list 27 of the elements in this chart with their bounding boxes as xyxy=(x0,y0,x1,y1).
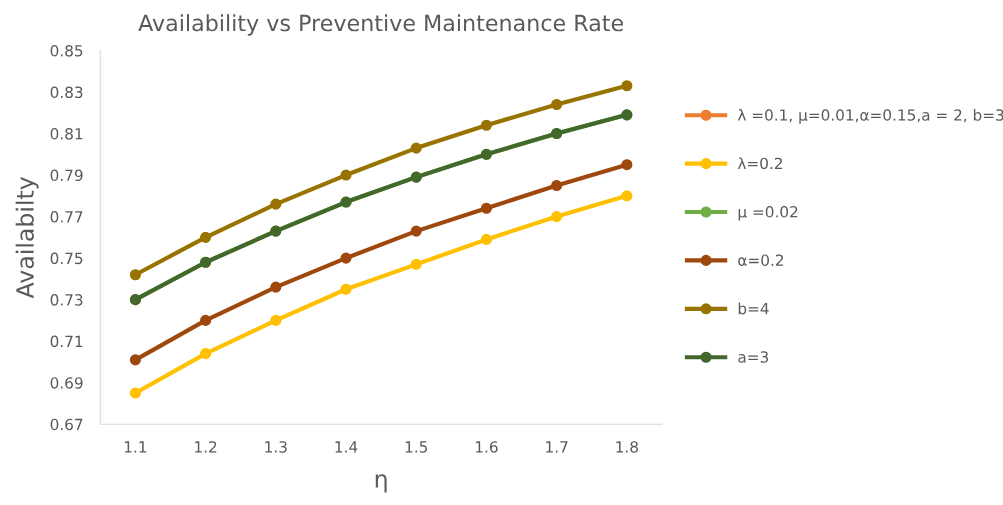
y-tick-label: 0.69 xyxy=(50,377,83,389)
y-tick-label: 0.85 xyxy=(50,44,83,57)
x-tick-label: 1.2 xyxy=(195,441,217,453)
x-tick-label: 1.5 xyxy=(405,441,428,453)
y-tick-label: 0.73 xyxy=(50,294,83,306)
y-axis-title: Availabilty xyxy=(15,176,39,299)
x-tick-label: 1.4 xyxy=(335,441,358,453)
x-tick-label: 1.1 xyxy=(124,441,147,453)
y-tick-label: 0.81 xyxy=(50,128,83,140)
x-tick-label: 1.8 xyxy=(616,441,638,453)
legend-label: λ =0.1, μ=0.01,α=0.15,a = 2, b=3 xyxy=(737,108,1003,124)
chart-title: Availability vs Preventive Maintenance Rate xyxy=(138,14,623,36)
x-tick-label: 1.6 xyxy=(475,441,498,453)
y-tick-label: 0.75 xyxy=(50,252,83,265)
y-tick-label: 0.77 xyxy=(50,211,83,223)
legend-label: b=4 xyxy=(738,302,769,315)
x-tick-label: 1.3 xyxy=(265,441,287,453)
legend-label: λ=0.2 xyxy=(737,157,782,170)
y-tick-label: 0.71 xyxy=(50,335,83,348)
legend-label: μ =0.02 xyxy=(738,206,798,221)
y-tick-label: 0.83 xyxy=(50,86,83,99)
y-tick-label: 0.67 xyxy=(50,418,83,431)
legend-label: α=0.2 xyxy=(738,254,784,266)
y-tick-label: 0.79 xyxy=(50,169,83,182)
x-axis-title: η xyxy=(375,474,387,493)
legend-label: a=3 xyxy=(738,351,769,363)
x-tick-label: 1.7 xyxy=(546,441,568,453)
